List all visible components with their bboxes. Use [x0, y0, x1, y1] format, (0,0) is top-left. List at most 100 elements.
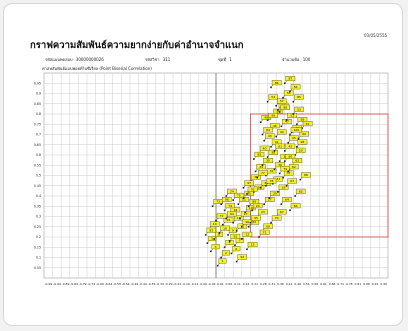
x-tick-label: 0.06: [226, 282, 233, 286]
data-point: 2: [220, 250, 230, 259]
data-point: 88: [278, 104, 291, 113]
data-point: 36: [273, 162, 285, 171]
point-marker: [270, 221, 272, 224]
point-marker: [220, 203, 222, 205]
point-marker: [213, 238, 216, 240]
report-title: กราฟความสัมพันธ์ความยากง่ายกับค่าอำนาจจำ…: [30, 40, 244, 51]
y-tick-label: 0.2: [36, 235, 41, 239]
data-point: 13: [246, 242, 258, 251]
data-point: 72: [215, 213, 227, 222]
point-label-box: [292, 158, 303, 164]
point-marker: [275, 105, 277, 107]
meta-label: รหัสวิชา: [145, 57, 160, 62]
x-tick-label: 0.46: [294, 282, 301, 286]
point-label: 1: [222, 259, 224, 263]
x-tick-label: 0.36: [277, 282, 284, 286]
y-tick-label: 0.1: [36, 256, 41, 260]
data-point: 98: [296, 139, 308, 148]
point-label: 65: [299, 189, 303, 193]
point-label-box: [268, 112, 278, 118]
point-marker: [237, 203, 240, 205]
point-label-box: [251, 215, 261, 221]
point-label: 27: [268, 198, 272, 202]
point-label: 100: [293, 128, 299, 132]
point-label-box: [209, 221, 220, 227]
point-marker: [228, 240, 231, 242]
data-point: 43: [263, 133, 275, 142]
meta-label: รหัสแบบทดสอบ: [45, 57, 73, 62]
point-label: 4: [228, 241, 230, 245]
point-label: 10: [223, 226, 227, 230]
point-label: 93: [209, 228, 213, 232]
point-marker: [259, 187, 262, 189]
y-tick-label: 0.7: [36, 133, 41, 137]
point-label: 79: [283, 167, 287, 171]
x-tick-label: -0.59: [113, 282, 121, 286]
point-label: 20: [256, 204, 260, 208]
point-label-box: [251, 174, 261, 180]
data-point: 42: [284, 143, 296, 152]
chart-subtitle: ค่าสหสัมพันธ์แบบพอยท์ไบซีเรียล (Point Bi…: [42, 66, 152, 71]
point-marker: [232, 199, 234, 201]
point-label: 98: [301, 140, 305, 144]
point-label: 59: [299, 148, 303, 152]
point-label-box: [268, 94, 278, 100]
point-marker: [223, 246, 226, 249]
point-label: 49: [264, 116, 268, 120]
point-label: 66: [294, 204, 298, 208]
point-marker: [265, 174, 267, 177]
point-marker: [301, 127, 303, 130]
point-label: 78: [270, 179, 274, 183]
point-label-box: [259, 229, 270, 235]
point-marker: [251, 209, 253, 212]
point-label-box: [225, 203, 235, 209]
point-marker: [241, 225, 243, 228]
x-tick-label: 0.31: [269, 282, 276, 286]
point-marker: [244, 211, 247, 214]
data-point: 87: [284, 76, 296, 85]
point-label-box: [218, 258, 227, 264]
data-point: 90: [241, 219, 253, 228]
point-marker: [296, 146, 298, 148]
point-label-box: [290, 127, 302, 133]
point-marker: [211, 205, 214, 208]
axis-ticks: -0.99 -0.94 -0.89 -0.84 -0.79 -0.74 -0.69 -0.64…: [34, 81, 387, 286]
point-label-box: [282, 197, 292, 202]
point-label: 69: [266, 224, 270, 228]
point-label: 5: [211, 237, 213, 241]
point-label: 35: [266, 159, 270, 163]
point-marker: [234, 244, 236, 246]
data-point: 85: [292, 94, 304, 103]
point-marker: [287, 170, 290, 173]
data-point: 92: [235, 254, 248, 263]
point-marker: [263, 139, 265, 142]
x-tick-label: 0.51: [303, 282, 310, 286]
point-label-box: [280, 104, 291, 110]
x-tick-label: -0.64: [105, 282, 113, 286]
x-tick-label: -0.39: [148, 282, 156, 286]
point-label-box: [297, 139, 308, 145]
data-point: 57: [275, 98, 287, 107]
data-point: 35: [261, 158, 273, 167]
x-tick-label: 0.01: [217, 282, 224, 286]
point-marker: [259, 121, 262, 123]
point-marker: [242, 197, 245, 199]
point-label: 18: [233, 208, 237, 212]
point-marker: [239, 217, 241, 220]
point-label: 53: [297, 107, 301, 111]
point-marker: [230, 252, 233, 255]
point-marker: [241, 238, 243, 240]
data-point: 77: [256, 170, 268, 179]
point-label-box: [287, 178, 297, 184]
point-label-box: [278, 184, 289, 190]
point-label: 74: [228, 204, 232, 208]
point-label: 39: [283, 155, 287, 159]
point-marker: [204, 234, 207, 236]
point-label: 58: [301, 118, 305, 122]
point-marker: [235, 260, 238, 263]
point-label-box: [295, 188, 306, 194]
data-point: 83: [253, 151, 265, 160]
point-marker: [270, 86, 272, 89]
x-tick-label: -0.44: [139, 282, 147, 286]
point-marker: [284, 160, 286, 162]
